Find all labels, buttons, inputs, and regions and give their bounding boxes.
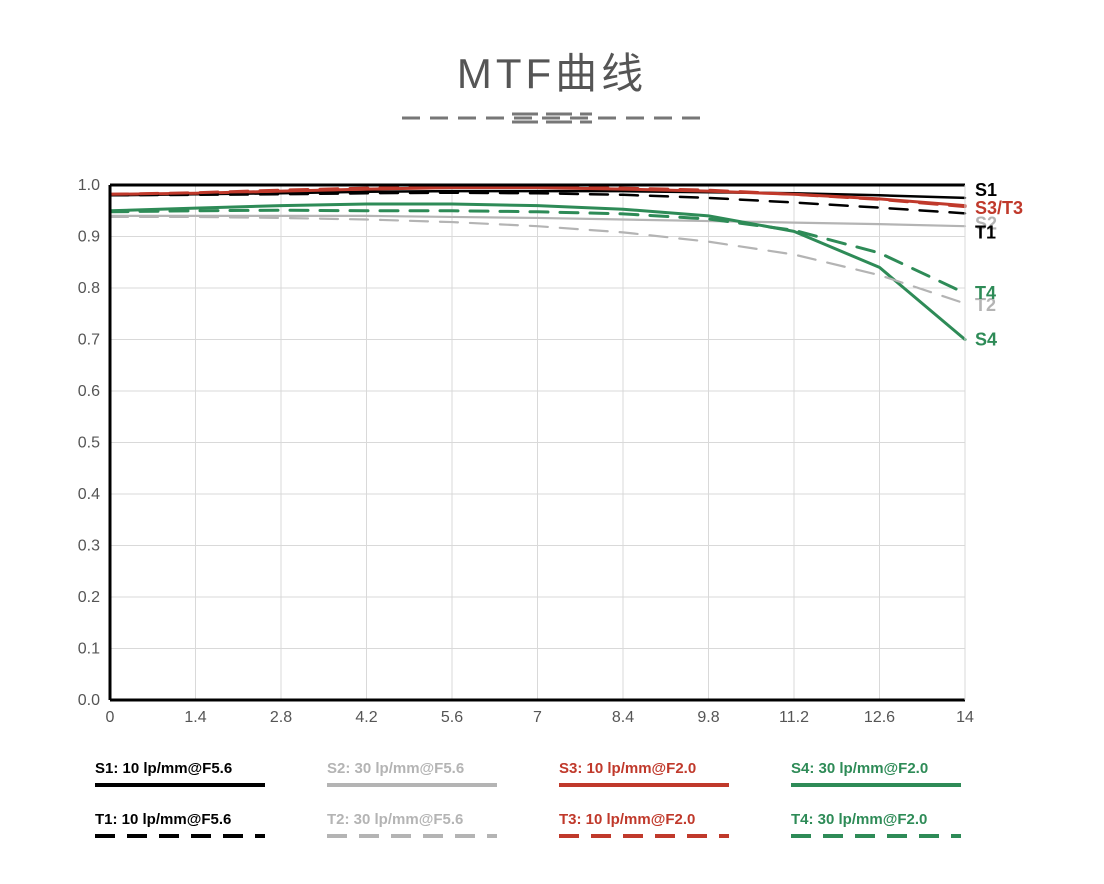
legend-swatch: [791, 781, 961, 789]
x-tick-label: 1.4: [184, 709, 206, 726]
legend: S1: 10 lp/mm@F5.6 S2: 30 lp/mm@F5.6 S3: 10…: [95, 760, 1025, 862]
legend-swatch: [95, 832, 265, 840]
x-tick-label: 14: [956, 709, 974, 726]
legend-item: T2: 30 lp/mm@F5.6: [327, 811, 559, 840]
series-end-label-T4: T4: [975, 283, 996, 303]
legend-item: S1: 10 lp/mm@F5.6: [95, 760, 327, 789]
series-end-label-S4: S4: [975, 330, 997, 350]
x-tick-label: 5.6: [441, 709, 463, 726]
x-tick-label: 8.4: [612, 709, 634, 726]
legend-swatch: [327, 781, 497, 789]
y-tick-label: 0.9: [78, 229, 100, 246]
mtf-chart: 0 1.4 2.8 4.2 5.6 7 8.4 9.8 11.2 12.6 14 0.0 0.1 0.2…: [65, 175, 1035, 735]
legend-swatch: [327, 832, 497, 840]
legend-item: S4: 30 lp/mm@F2.0: [791, 760, 1023, 789]
x-tick-label: 11.2: [779, 709, 809, 726]
y-tick-label: 0.0: [78, 692, 100, 709]
legend-label: T2: 30 lp/mm@F5.6: [327, 811, 463, 828]
y-tick-label: 0.2: [78, 589, 100, 606]
y-tick-label: 0.8: [78, 280, 100, 297]
legend-label: S1: 10 lp/mm@F5.6: [95, 760, 232, 777]
legend-swatch: [559, 832, 729, 840]
legend-swatch: [791, 832, 961, 840]
y-tick-label: 0.5: [78, 435, 100, 452]
legend-label: T1: 10 lp/mm@F5.6: [95, 811, 231, 828]
x-tick-label: 9.8: [697, 709, 719, 726]
legend-item: S3: 10 lp/mm@F2.0: [559, 760, 791, 789]
x-tick-label: 4.2: [355, 709, 377, 726]
legend-item: S2: 30 lp/mm@F5.6: [327, 760, 559, 789]
legend-item: T3: 10 lp/mm@F2.0: [559, 811, 791, 840]
y-tick-label: 1.0: [78, 177, 100, 194]
legend-item: T4: 30 lp/mm@F2.0: [791, 811, 1023, 840]
legend-item: T1: 10 lp/mm@F5.6: [95, 811, 327, 840]
legend-row: S1: 10 lp/mm@F5.6 S2: 30 lp/mm@F5.6 S3: 10…: [95, 760, 1025, 789]
legend-row: T1: 10 lp/mm@F5.6 T2: 30 lp/mm@F5.6 T3: 10…: [95, 811, 1025, 840]
x-tick-label: 2.8: [270, 709, 292, 726]
legend-label: T3: 10 lp/mm@F2.0: [559, 811, 695, 828]
y-tick-label: 0.3: [78, 538, 100, 555]
chart-title: MTF曲线: [0, 40, 1104, 101]
series-end-label-S1: S1: [975, 180, 997, 200]
y-tick-label: 0.6: [78, 383, 100, 400]
chart-title-block: MTF曲线: [0, 40, 1104, 134]
legend-label: T4: 30 lp/mm@F2.0: [791, 811, 927, 828]
title-decoration-icon: [402, 107, 702, 129]
series-end-label-T1: T1: [975, 222, 996, 242]
y-tick-label: 0.1: [78, 641, 100, 658]
y-tick-label: 0.7: [78, 332, 100, 349]
legend-swatch: [559, 781, 729, 789]
x-tick-label: 7: [533, 709, 542, 726]
series-end-label-S3: S3/T3: [975, 198, 1023, 218]
legend-swatch: [95, 781, 265, 789]
legend-label: S2: 30 lp/mm@F5.6: [327, 760, 464, 777]
legend-label: S3: 10 lp/mm@F2.0: [559, 760, 696, 777]
mtf-chart-svg: 0 1.4 2.8 4.2 5.6 7 8.4 9.8 11.2 12.6 14 0.0 0.1 0.2…: [65, 175, 1035, 735]
x-tick-label: 0: [106, 709, 115, 726]
y-tick-label: 0.4: [78, 486, 100, 503]
legend-label: S4: 30 lp/mm@F2.0: [791, 760, 928, 777]
x-tick-label: 12.6: [864, 709, 895, 726]
